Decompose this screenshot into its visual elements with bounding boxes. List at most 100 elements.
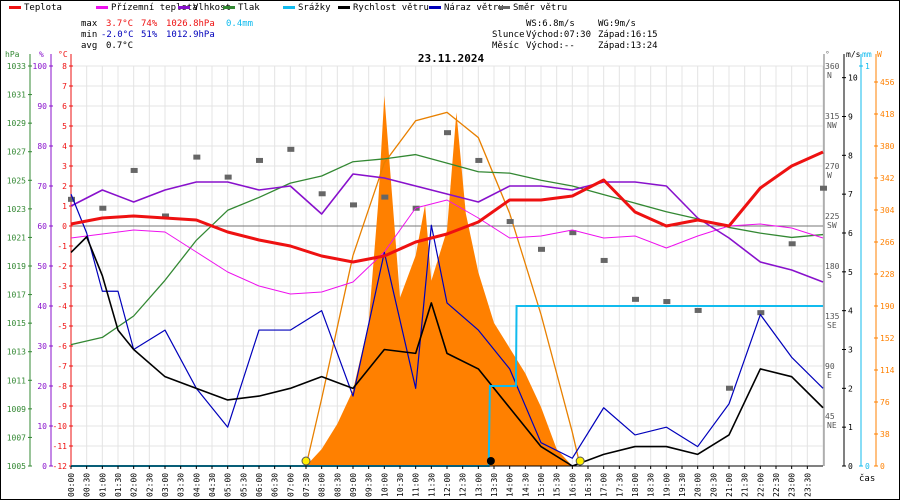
- wind-direction-point: [381, 194, 389, 200]
- wind-direction-point: [318, 191, 326, 197]
- temperature-axis-tick-label: 7: [62, 82, 67, 91]
- humidity-axis-tick-label: 100: [33, 62, 48, 71]
- temperature-axis-tick-label: 0: [62, 222, 67, 231]
- pressure-axis-tick-label: 1007: [7, 433, 26, 442]
- x-tick-label: 13:00: [474, 473, 483, 497]
- temperature-axis-tick-label: -4: [57, 302, 67, 311]
- x-tick-label: 09:30: [365, 473, 374, 497]
- wind-tick-label: 4: [848, 307, 853, 316]
- solar-tick-label: 76: [880, 398, 890, 407]
- x-tick-label: 01:00: [98, 473, 107, 497]
- chart-title: 23.11.2024: [418, 52, 485, 65]
- stat-temp-avg: 0.7°C: [106, 41, 134, 51]
- stat-avg-label: avg: [81, 41, 98, 51]
- temperature-axis-tick-label: -8: [57, 382, 67, 391]
- humidity-axis-tick-label: 50: [37, 262, 47, 271]
- x-tick-label: 10:30: [396, 473, 405, 497]
- x-tick-label: 15:00: [537, 473, 546, 497]
- x-tick-label: 06:00: [255, 473, 264, 497]
- direction-tick-dir: NE: [827, 421, 837, 430]
- rain-tick-label: 1: [865, 62, 870, 71]
- humidity-axis-tick-label: 90: [37, 102, 47, 111]
- x-tick-label: 05:00: [224, 473, 233, 497]
- legend-swatch: [178, 6, 190, 9]
- wind-axis-unit: m/s: [846, 50, 861, 59]
- x-axis: 00:00 00:30 01:00 01:30 02:00 02:30 03:00 03:30…: [67, 465, 823, 497]
- humidity-axis-unit: %: [39, 50, 44, 59]
- legend-label: Teplota: [24, 3, 62, 13]
- rain-tick-label: 0: [865, 462, 870, 471]
- pressure-axis-tick-label: 1013: [7, 348, 26, 357]
- series-náraz-větru: [70, 193, 824, 459]
- solar-tick-label: 456: [880, 78, 895, 87]
- x-tick-label: 11:30: [427, 473, 436, 497]
- sunrise-marker: [301, 456, 311, 466]
- humidity-axis-tick-label: 70: [37, 182, 47, 191]
- x-tick-label: 15:30: [553, 473, 562, 497]
- wind-tick-label: 0: [848, 462, 853, 471]
- series-vlhkost: [70, 173, 824, 283]
- wind-direction-point: [256, 157, 263, 163]
- solar-axis-unit: W: [877, 50, 882, 59]
- direction-tick-dir: E: [827, 371, 832, 380]
- pressure-axis-tick-label: 1033: [7, 62, 26, 71]
- wind-tick-label: 6: [848, 229, 853, 238]
- wind-gust-max: WG:9m/s: [598, 19, 636, 29]
- stat-press-max: 1026.8hPa: [166, 19, 215, 29]
- stat-temp-min: -2.0°C: [101, 30, 134, 40]
- legend-label: Vlhkost: [193, 3, 231, 13]
- direction-tick-dir: NW: [827, 121, 837, 130]
- temperature-axis-tick-label: -3: [57, 282, 67, 291]
- x-tick-label: 17:30: [615, 473, 624, 497]
- temperature-axis-tick-label: 2: [62, 182, 67, 191]
- direction-tick-label: 180: [825, 262, 840, 271]
- solar-tick-label: 0: [880, 462, 885, 471]
- wind-direction-point: [538, 246, 545, 252]
- x-tick-label: 04:00: [192, 473, 201, 497]
- x-tick-label: 04:30: [208, 473, 217, 497]
- wind-direction-point: [350, 202, 357, 208]
- sun-label: Slunce: [492, 30, 525, 40]
- solar-tick-label: 228: [880, 270, 895, 279]
- stat-min-label: min: [81, 30, 98, 40]
- wind-direction-point: [726, 385, 733, 391]
- x-tick-label: 21:00: [725, 473, 734, 497]
- wind-tick-label: 5: [848, 268, 853, 277]
- solar-tick-label: 114: [880, 366, 895, 375]
- legend-swatch: [429, 6, 441, 9]
- temperature-axis-unit: °C: [58, 50, 68, 59]
- x-tick-label: 16:00: [568, 473, 577, 497]
- direction-tick-dir: SE: [827, 321, 837, 330]
- humidity-axis-tick-label: 30: [37, 342, 47, 351]
- pressure-axis-tick-label: 1021: [7, 233, 26, 242]
- legend-item: Rychlost větru: [338, 3, 429, 13]
- wind-tick-label: 7: [848, 190, 853, 199]
- stat-rain-max: 0.4mm: [226, 19, 254, 29]
- sunset-marker: [575, 456, 585, 466]
- pressure-axis-tick-label: 1029: [7, 119, 26, 128]
- x-tick-label: 12:30: [459, 473, 468, 497]
- series-layer: [68, 95, 827, 467]
- moonrise: Východ:--: [526, 41, 575, 51]
- direction-tick-label: 225: [825, 212, 840, 221]
- temperature-axis-tick-label: 6: [62, 102, 67, 111]
- stat-max-label: max: [81, 19, 98, 29]
- temperature-axis-tick-label: 4: [62, 142, 67, 151]
- legend-swatch: [96, 6, 108, 9]
- solar-tick-label: 266: [880, 238, 895, 247]
- stat-hum-min: 51%: [141, 30, 158, 40]
- legend-label: Směr větru: [513, 3, 568, 13]
- wind-direction-point: [99, 205, 107, 211]
- x-tick-label: 08:00: [318, 473, 327, 497]
- pressure-axis-tick-label: 1009: [7, 405, 26, 414]
- pressure-axis-tick-label: 1015: [7, 319, 26, 328]
- sunrise: Východ:07:30: [526, 30, 592, 40]
- x-tick-label: 07:30: [302, 473, 311, 497]
- wind-direction-point: [694, 307, 702, 313]
- temperature-axis-tick-label: -1: [57, 242, 67, 251]
- legend-item: Srážky: [283, 3, 331, 13]
- wind-direction-point: [600, 257, 608, 263]
- legend-item: Náraz větru: [429, 3, 504, 13]
- wind-tick-label: 8: [848, 151, 853, 160]
- x-tick-label: 23:00: [788, 473, 797, 497]
